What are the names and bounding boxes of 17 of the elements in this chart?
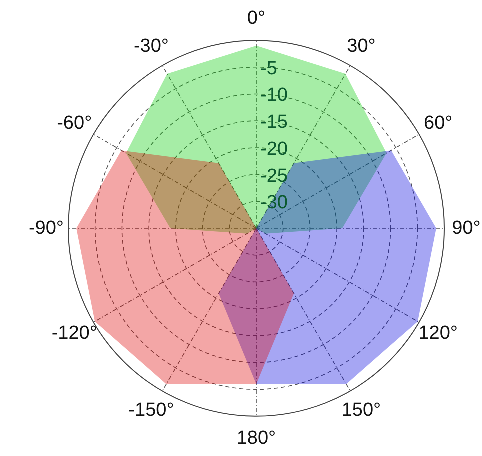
spoke-label: -120° xyxy=(52,323,98,344)
spoke-label: -90° xyxy=(28,218,64,239)
y-tick-label: -20 xyxy=(260,138,288,160)
spoke-label: -60° xyxy=(57,113,92,134)
spoke-label: -150° xyxy=(128,400,174,421)
spoke-label: 60° xyxy=(424,113,453,134)
spoke-label: 120° xyxy=(418,323,458,344)
spoke-label: 30° xyxy=(347,36,376,58)
spoke-label: 90° xyxy=(452,218,481,239)
spoke-label: 180° xyxy=(236,428,276,449)
y-tick-label: -5 xyxy=(260,58,278,80)
spoke-label: 150° xyxy=(342,400,382,421)
y-tick-label: -15 xyxy=(260,112,288,134)
spoke-label: -30° xyxy=(134,36,170,58)
spoke-label: 0° xyxy=(247,8,266,29)
y-tick-label: -25 xyxy=(260,166,288,187)
y-tick-label: -10 xyxy=(260,85,288,106)
